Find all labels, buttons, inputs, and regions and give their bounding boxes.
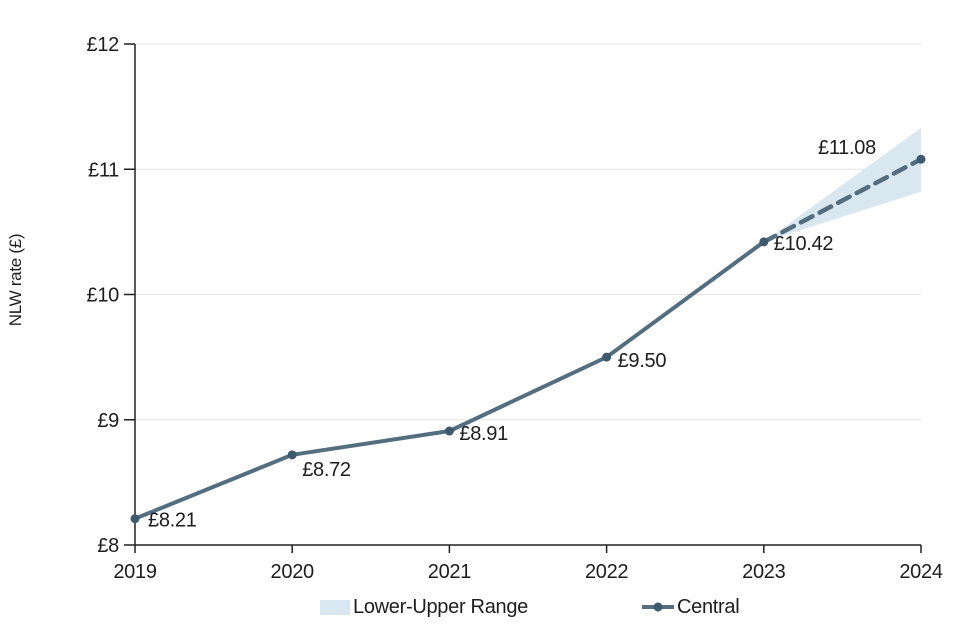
data-point bbox=[287, 450, 297, 460]
x-tick-label: 2022 bbox=[585, 561, 628, 583]
point-label: £8.91 bbox=[459, 423, 508, 445]
data-point bbox=[759, 237, 769, 247]
legend-label-central: Central bbox=[677, 595, 740, 618]
range-band bbox=[763, 127, 921, 242]
point-label: £10.42 bbox=[774, 233, 834, 255]
y-tick-label: £12 bbox=[87, 34, 120, 56]
x-tick-label: 2021 bbox=[428, 561, 471, 583]
x-tick-label: 2023 bbox=[742, 561, 785, 583]
x-tick-label: 2024 bbox=[899, 561, 942, 583]
y-tick-label: £11 bbox=[88, 159, 119, 181]
y-tick-label: £9 bbox=[97, 410, 119, 432]
y-axis-title: NLW rate (£) bbox=[6, 233, 25, 327]
legend-item-central: Central bbox=[642, 594, 740, 620]
central-line-solid bbox=[133, 239, 766, 521]
data-point bbox=[444, 426, 454, 436]
x-tick-label: 2019 bbox=[113, 561, 156, 583]
point-label: £9.50 bbox=[618, 350, 667, 372]
y-tick-label: £10 bbox=[87, 285, 120, 307]
point-label: £8.21 bbox=[148, 510, 197, 532]
central-dot-icon bbox=[653, 602, 663, 612]
data-point bbox=[916, 154, 926, 164]
point-label: £8.72 bbox=[302, 459, 351, 481]
point-label: £11.08 bbox=[818, 137, 876, 159]
legend-label-range: Lower-Upper Range bbox=[353, 595, 528, 618]
range-swatch-icon bbox=[320, 599, 350, 615]
y-tick-label: £8 bbox=[97, 535, 119, 557]
legend-item-lower-upper-range: Lower-Upper Range bbox=[320, 594, 528, 620]
data-point bbox=[130, 514, 140, 524]
x-tick-label: 2020 bbox=[271, 561, 314, 583]
central-line-projection bbox=[761, 156, 924, 245]
data-point bbox=[602, 352, 612, 362]
central-line-marker-icon bbox=[642, 602, 674, 612]
